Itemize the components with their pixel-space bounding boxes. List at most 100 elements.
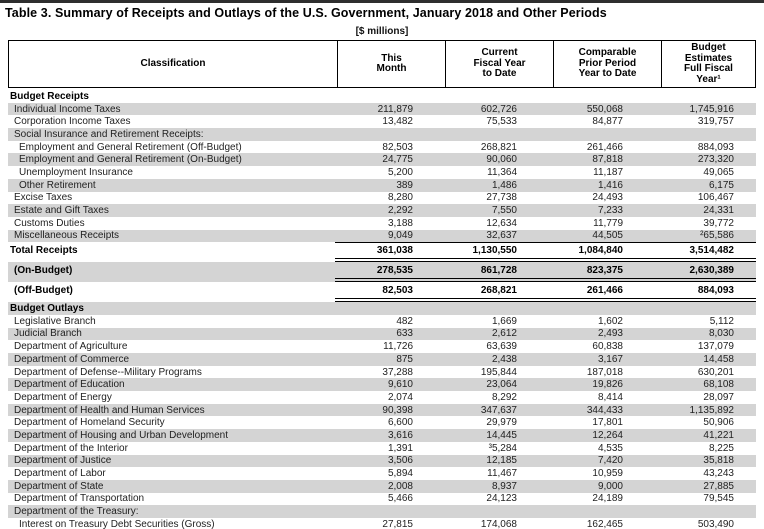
- cell-value: 90,398: [382, 404, 413, 416]
- units-label: [$ millions]: [355, 26, 409, 37]
- cell-value: 823,375: [586, 265, 623, 277]
- column-header-comparable-prior: Comparable Prior Period Year to Date: [553, 41, 661, 87]
- cell-value: 2,438: [491, 353, 517, 365]
- cell-value: 11,779: [593, 217, 623, 229]
- table-row: Department of Energy 2,074 8,292 8,414 28,09…: [8, 391, 756, 404]
- cell-value: 2,612: [491, 328, 517, 340]
- row-label: Interest on Treasury Debt Securities (Gr…: [19, 518, 215, 529]
- cell-value: 24,493: [592, 192, 623, 204]
- table-header-row: Classification This Month Current Fiscal…: [8, 40, 756, 88]
- cell-value: 11,726: [383, 341, 413, 353]
- row-label: Budget Receipts: [10, 90, 89, 102]
- cell-value: 2,008: [387, 480, 413, 492]
- row-label: Legislative Branch: [14, 315, 96, 327]
- cell-value: 13,482: [382, 116, 413, 128]
- row-label: Department of Homeland Security: [14, 417, 165, 429]
- cell-value: 5,200: [387, 166, 413, 178]
- cell-value: 14,458: [703, 353, 734, 365]
- table-row: Budget Outlays: [8, 302, 756, 315]
- cell-value: 195,844: [480, 366, 517, 378]
- double-rule: [335, 258, 756, 263]
- cell-value: 37,288: [382, 366, 413, 378]
- cell-value: 2,074: [387, 391, 413, 403]
- cell-value: ³5,284: [488, 442, 517, 454]
- table-row: Department of Health and Human Services 9…: [8, 403, 756, 417]
- single-rule: [335, 242, 756, 244]
- cell-value: 9,610: [387, 379, 413, 391]
- row-label: Social Insurance and Retirement Receipts…: [14, 128, 204, 140]
- cell-value: 82,503: [382, 285, 413, 297]
- table-row: Department of Agriculture 11,726 63,639 60,…: [8, 340, 756, 353]
- row-label: Department of Education: [14, 379, 125, 391]
- cell-value: 389: [396, 179, 413, 191]
- cell-value: 9,000: [597, 480, 623, 492]
- cell-value: 3,616: [387, 429, 413, 441]
- table-row: Unemployment Insurance 5,200 11,364 11,187 4…: [8, 166, 756, 179]
- table-row: Department of Homeland Security 6,600 29,9…: [8, 416, 756, 429]
- cell-value: 875: [396, 353, 413, 365]
- cell-value: 268,821: [480, 285, 517, 297]
- cell-value: 261,466: [586, 141, 623, 153]
- column-header-classification: Classification: [140, 57, 206, 69]
- cell-value: 10,959: [592, 468, 623, 480]
- row-label: Budget Outlays: [10, 303, 84, 315]
- cell-value: 633: [396, 328, 413, 340]
- table-row: Department of Education 9,610 23,064 19,826…: [8, 378, 756, 392]
- cell-value: 87,818: [592, 154, 623, 166]
- cell-value: 3,167: [597, 353, 623, 365]
- cell-value: ²65,586: [700, 230, 734, 242]
- cell-value: 8,414: [597, 391, 623, 403]
- cell-value: 1,391: [387, 442, 413, 454]
- cell-value: 17,801: [592, 417, 623, 429]
- column-header-this-month: This Month: [337, 41, 445, 87]
- cell-value: 319,757: [697, 116, 734, 128]
- cell-value: 12,185: [486, 455, 517, 467]
- cell-value: 268,821: [480, 141, 517, 153]
- row-label: Department of the Treasury:: [14, 506, 139, 518]
- cell-value: 2,630,389: [689, 265, 735, 277]
- row-label: Department of Commerce: [14, 353, 130, 365]
- table-row: Department of Labor 5,894 11,467 10,959 43,2…: [8, 467, 756, 480]
- cell-value: 82,503: [382, 141, 413, 153]
- cell-value: 24,189: [592, 493, 623, 505]
- cell-value: 1,130,550: [472, 245, 518, 257]
- table-row: Department of Justice 3,506 12,185 7,420 35,…: [8, 454, 756, 468]
- cell-value: 24,123: [486, 493, 517, 505]
- row-label: Department of State: [14, 480, 104, 492]
- table-row: Department of Transportation 5,466 24,123 2…: [8, 493, 756, 506]
- row-label: (On-Budget): [14, 265, 73, 277]
- cell-value: 19,826: [592, 379, 623, 391]
- cell-value: 11,364: [487, 166, 517, 178]
- cell-value: 50,906: [703, 417, 734, 429]
- table-row: Other Retirement 389 1,486 1,416 6,175: [8, 178, 756, 192]
- cell-value: 27,885: [703, 480, 734, 492]
- cell-value: 1,084,840: [578, 245, 624, 257]
- row-label: Total Receipts: [10, 245, 78, 257]
- table-body: Budget Receipts Individual Income Taxes 21…: [8, 90, 756, 529]
- table-row: Estate and Gift Taxes 2,292 7,550 7,233 24,3…: [8, 204, 756, 217]
- cell-value: 884,093: [697, 141, 734, 153]
- cell-value: 1,416: [597, 179, 623, 191]
- cell-value: 5,466: [387, 493, 413, 505]
- table-row: Department of the Treasury:: [8, 505, 756, 518]
- row-label: Customs Duties: [14, 217, 85, 229]
- row-label: Department of Transportation: [14, 493, 145, 505]
- cell-value: 7,550: [491, 205, 517, 217]
- cell-value: 503,490: [697, 518, 734, 529]
- cell-value: 8,225: [708, 442, 734, 454]
- cell-value: 550,068: [586, 103, 623, 115]
- cell-value: 1,745,916: [689, 103, 735, 115]
- cell-value: 1,669: [491, 315, 517, 327]
- cell-value: 28,097: [703, 391, 734, 403]
- row-label: Department of Agriculture: [14, 341, 128, 353]
- cell-value: 12,264: [592, 429, 623, 441]
- cell-value: 187,018: [586, 366, 623, 378]
- table-row: Budget Receipts: [8, 90, 756, 103]
- cell-value: 7,420: [597, 455, 623, 467]
- cell-value: 5,112: [709, 315, 734, 327]
- cell-value: 75,533: [486, 116, 517, 128]
- table-row: Excise Taxes 8,280 27,738 24,493 106,467: [8, 192, 756, 205]
- cell-value: 23,064: [486, 379, 517, 391]
- cell-value: 630,201: [697, 366, 734, 378]
